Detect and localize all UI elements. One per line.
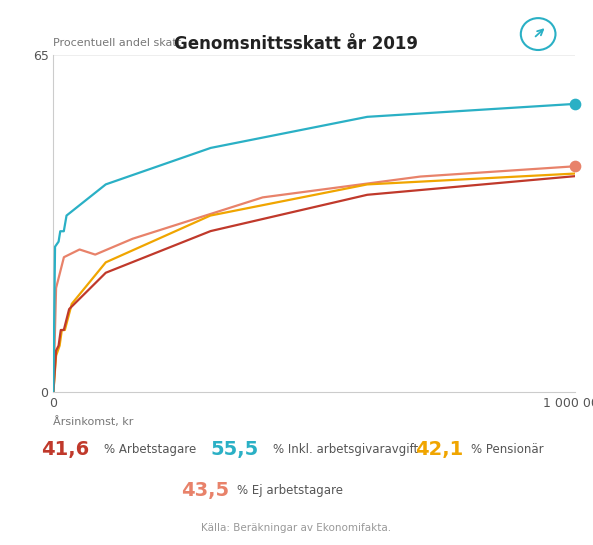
Text: % Arbetstagare: % Arbetstagare	[104, 443, 196, 456]
Text: Källa: Beräkningar av Ekonomifakta.: Källa: Beräkningar av Ekonomifakta.	[202, 523, 391, 532]
Text: 43,5: 43,5	[181, 481, 229, 500]
Point	[570, 100, 580, 108]
Text: % Ej arbetstagare: % Ej arbetstagare	[237, 484, 343, 497]
Text: 42,1: 42,1	[415, 440, 463, 459]
Point	[570, 162, 580, 171]
Text: 55,5: 55,5	[211, 440, 259, 459]
Text: Årsinkomst, kr: Årsinkomst, kr	[53, 416, 134, 427]
Text: % Inkl. arbetsgivaravgift: % Inkl. arbetsgivaravgift	[273, 443, 418, 456]
Text: Genomsnittsskatt år 2019: Genomsnittsskatt år 2019	[174, 35, 419, 53]
Text: 41,6: 41,6	[42, 440, 90, 459]
Text: % Pensionär: % Pensionär	[471, 443, 544, 456]
Text: Procentuell andel skatt: Procentuell andel skatt	[53, 38, 181, 48]
